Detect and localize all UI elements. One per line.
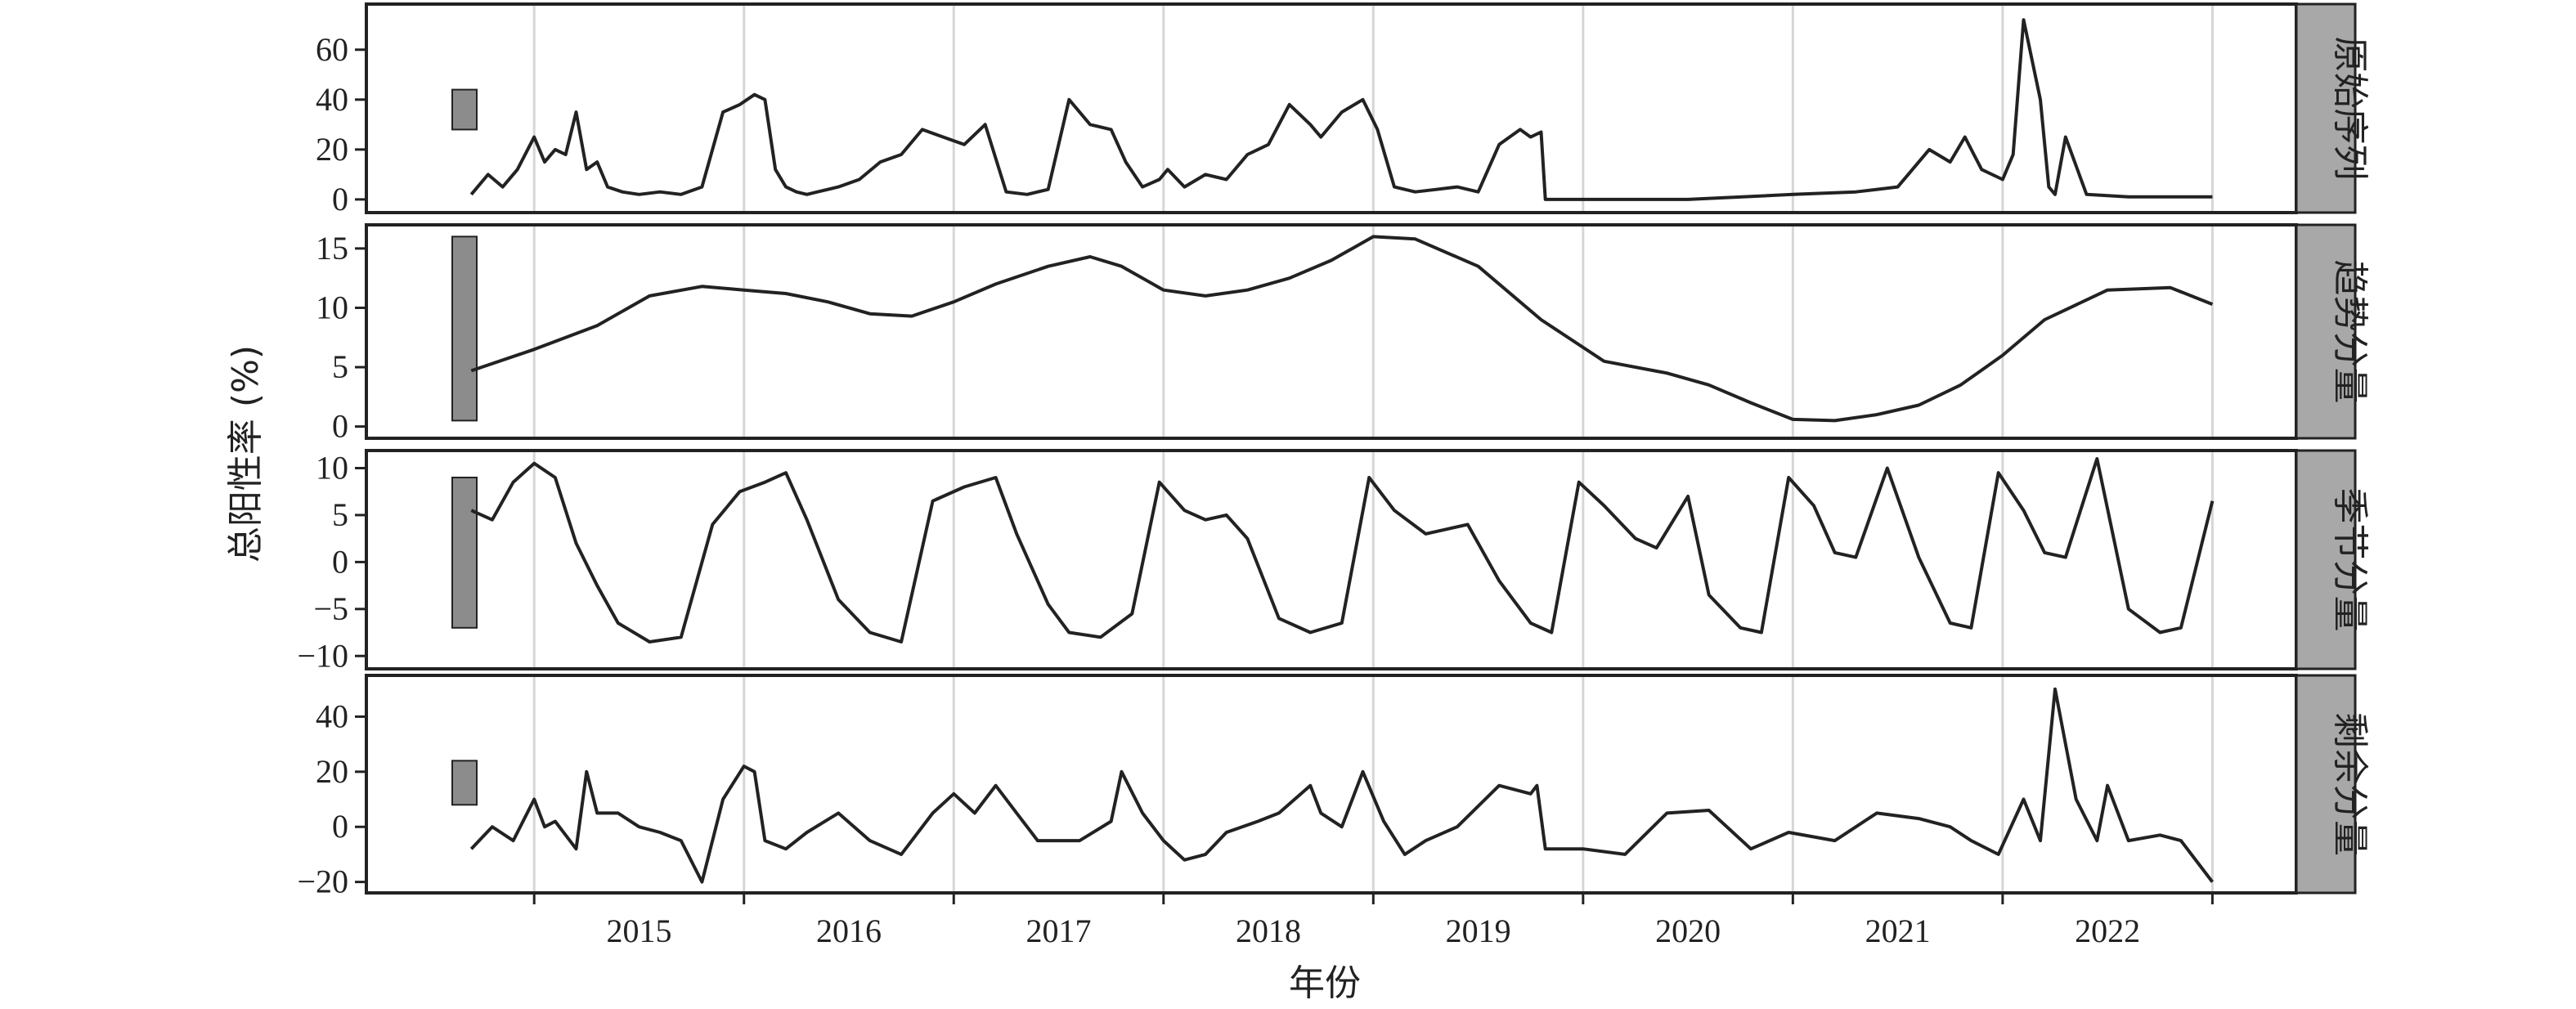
x-tick-label: 2018: [1236, 913, 1301, 949]
series-line: [469, 18, 2213, 201]
panel-strip: [2295, 2, 2357, 214]
scale-bar: [451, 760, 478, 806]
panel-strip: [2295, 223, 2357, 440]
y-tick-label: 5: [332, 496, 348, 533]
x-tick-label: 2021: [1865, 913, 1931, 949]
y-tick-label: 0: [332, 808, 348, 845]
y-tick-label: 40: [316, 697, 348, 734]
x-tick-label: 2022: [2075, 913, 2140, 949]
y-tick-label: 0: [332, 408, 348, 445]
y-tick-label: −20: [297, 863, 348, 900]
y-tick-label: −5: [313, 590, 348, 627]
panels: 0 20 40 60 原始序列 0 5 10 15 趋势分量 10 5 0 −5 −10 季节分量 40 20 0 −…: [297, 2, 2371, 900]
scale-bar: [451, 476, 478, 629]
panel-2: 0 5 10 15 趋势分量: [316, 223, 2371, 445]
x-axis-title: 年份: [1289, 962, 1361, 1004]
panel-1: 0 20 40 60 原始序列: [316, 2, 2371, 217]
panel-strip-label: 剩余分量: [2329, 712, 2371, 856]
y-tick-label: 10: [316, 289, 348, 325]
scale-bar: [451, 235, 478, 422]
panel-4: 40 20 0 −20 剩余分量: [297, 674, 2371, 900]
x-tick-label: 2019: [1446, 913, 1511, 949]
year-grid-lines: [532, 4, 2214, 893]
panel-frame: [365, 674, 2298, 895]
y-tick-label: 0: [332, 543, 348, 580]
x-tick-label: 2016: [816, 913, 882, 949]
y-axis-title: 总阳性率 (%): [225, 345, 267, 563]
series-line: [470, 457, 2215, 644]
panel-3: 10 5 0 −5 −10 季节分量: [297, 449, 2371, 674]
y-tick-label: 60: [316, 31, 348, 68]
panel-strip-label: 原始序列: [2329, 37, 2371, 181]
scale-bar: [451, 88, 478, 131]
y-tick-label: 0: [332, 181, 348, 217]
y-tick-label: 5: [332, 348, 348, 385]
panel-strip: [2295, 449, 2357, 670]
panel-strip: [2295, 674, 2357, 895]
panel-frame: [365, 2, 2298, 214]
y-tick-label: 10: [316, 449, 348, 486]
panel-frame: [365, 223, 2298, 440]
panel-strip-label: 趋势分量: [2329, 260, 2371, 404]
x-axis: 2015 2016 2017 2018 2019 2020 2021 2022: [532, 893, 2214, 949]
x-tick-label: 2020: [1655, 913, 1721, 949]
y-tick-label: −10: [297, 637, 348, 674]
y-tick-label: 40: [316, 81, 348, 118]
y-tick-label: 20: [316, 131, 348, 168]
panel-strip-label: 季节分量: [2329, 488, 2371, 632]
x-tick-label: 2015: [606, 913, 671, 949]
y-tick-label: 20: [316, 753, 348, 790]
y-tick-label: 15: [316, 230, 348, 267]
x-tick-label: 2017: [1026, 913, 1092, 949]
series-line: [470, 235, 2214, 423]
series-line: [469, 687, 2214, 884]
